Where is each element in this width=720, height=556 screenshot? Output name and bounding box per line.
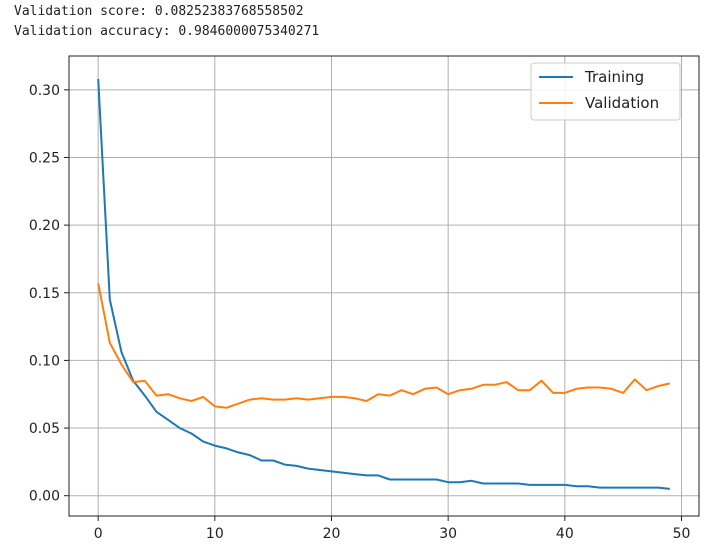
grid-lines [69, 56, 699, 516]
x-tick-label: 0 [94, 526, 103, 542]
validation-score-text: Validation score: 0.08252383768558502 [14, 4, 304, 19]
x-axis-ticks: 0 10 20 30 40 50 [94, 516, 691, 542]
validation-accuracy-text: Validation accuracy: 0.9846000075340271 [14, 24, 320, 39]
y-tick-label: 0.15 [29, 286, 60, 302]
x-tick-label: 20 [323, 526, 341, 542]
plot-frame [68, 55, 700, 517]
x-tick-label: 40 [556, 526, 574, 542]
y-axis-ticks: 0.00 0.05 0.10 0.15 0.20 0.25 0.30 [29, 83, 69, 505]
y-tick-label: 0.05 [29, 421, 60, 437]
series-line-validation [97, 283, 671, 409]
legend-label-training: Training [584, 68, 644, 86]
x-tick-label: 50 [673, 526, 691, 542]
legend-label-validation: Validation [585, 94, 659, 112]
y-tick-label: 0.25 [29, 150, 60, 166]
series-lines [97, 78, 671, 490]
y-tick-label: 0.00 [29, 489, 60, 505]
console-output: Validation score: 0.08252383768558502 Val… [14, 2, 319, 42]
y-tick-label: 0.20 [29, 218, 60, 234]
y-tick-label: 0.30 [29, 83, 60, 99]
legend: Training Validation [530, 62, 681, 121]
x-tick-label: 30 [439, 526, 457, 542]
x-tick-label: 10 [206, 526, 224, 542]
y-tick-label: 0.10 [29, 353, 60, 369]
series-line-training [97, 78, 670, 490]
